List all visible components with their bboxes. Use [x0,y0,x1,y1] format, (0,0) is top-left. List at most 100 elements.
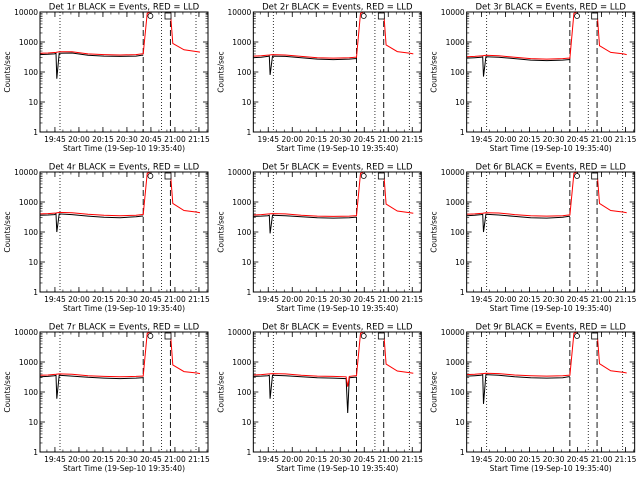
panel-data [253,332,414,414]
y-tick-label: 10 [242,98,252,107]
panel-data [253,172,414,234]
x-tick-label: 21:00 [164,295,186,304]
saturation-symbol-square [164,172,172,180]
x-tick-label: 20:00 [281,135,303,144]
x-tick-label: 20:00 [68,295,90,304]
saturation-symbol-square [591,12,599,20]
y-axis-label: Counts/sec [3,51,12,92]
x-tick-label: 20:30 [329,135,351,144]
x-tick-label: 21:00 [591,455,613,464]
y-tick-label: 100 [450,68,465,77]
x-tick-label: 20:45 [567,455,589,464]
x-tick-label: 20:15 [305,295,327,304]
chart-panel-6: Det 6r BLACK = Events, RED = LLD 1 10 100 10… [430,163,637,314]
y-tick-label: 10 [28,98,38,107]
x-tick-label: 21:15 [615,455,637,464]
saturation-symbol-circle [147,173,154,179]
x-tick-label: 21:00 [377,295,399,304]
x-tick-label: 20:45 [140,455,162,464]
saturation-symbol-square [591,172,599,180]
y-tick-label: 1 [247,288,252,297]
x-tick-label: 19:45 [44,295,66,304]
x-tick-label: 20:00 [495,455,517,464]
y-tick-label: 1000 [232,38,251,47]
y-tick-label: 1000 [232,358,251,367]
y-tick-label: 10000 [14,328,38,337]
saturation-symbol-square [164,12,172,20]
panel-title: Det 5r BLACK = Events, RED = LLD [262,163,413,173]
x-tick-label: 20:45 [353,135,375,144]
panel-title: Det 3r BLACK = Events, RED = LLD [475,3,626,13]
plot-frame [252,331,422,453]
chart-panel-8: Det 8r BLACK = Events, RED = LLD 1 10 100 10… [216,323,423,474]
x-tick-label: 20:15 [92,135,114,144]
saturation-symbol-square [377,12,385,20]
x-tick-label: 19:45 [44,455,66,464]
saturation-symbol-circle [360,333,367,339]
y-tick-label: 10 [242,418,252,427]
y-axis-label: Counts/sec [3,371,12,412]
y-tick-label: 1 [460,288,465,297]
x-tick-label: 19:45 [471,295,493,304]
y-tick-label: 10000 [441,328,465,337]
chart-panel-1: Det 1r BLACK = Events, RED = LLD 1 10 100 10… [3,3,210,154]
y-axis-label: Counts/sec [430,211,439,252]
x-axis-label: Start Time (19-Sep-10 19:35:40) [276,464,398,473]
plot-frame [39,11,209,133]
y-tick-label: 1 [247,128,252,137]
x-tick-label: 20:15 [519,455,541,464]
y-tick-label: 10 [242,258,252,267]
events-series-line [466,373,570,404]
y-tick-label: 1000 [232,198,251,207]
lld-series-line [466,172,627,217]
plot-frame [252,171,422,293]
x-axis-label: Start Time (19-Sep-10 19:35:40) [63,304,185,313]
panel-title: Det 6r BLACK = Events, RED = LLD [475,163,626,173]
y-tick-label: 10 [455,98,465,107]
events-series-line [466,213,570,233]
saturation-symbol-circle [574,13,580,19]
y-tick-label: 100 [237,68,252,77]
x-tick-label: 21:15 [188,455,210,464]
y-tick-label: 100 [24,68,39,77]
x-tick-label: 20:30 [116,455,138,464]
y-tick-label: 10000 [227,328,251,337]
y-axis-label: Counts/sec [216,51,225,92]
x-tick-label: 19:45 [257,295,279,304]
x-tick-label: 21:15 [188,295,210,304]
chart-panel-7: Det 7r BLACK = Events, RED = LLD 1 10 100 10… [3,323,210,474]
x-tick-label: 20:30 [329,295,351,304]
x-tick-label: 20:45 [353,295,375,304]
panel-data [466,12,627,77]
x-tick-label: 20:00 [68,455,90,464]
y-tick-label: 100 [450,388,465,397]
y-axis-label: Counts/sec [3,211,12,252]
x-tick-label: 20:30 [543,135,565,144]
x-axis-label: Start Time (19-Sep-10 19:35:40) [490,304,612,313]
panel-title: Det 2r BLACK = Events, RED = LLD [262,3,413,13]
x-tick-label: 20:45 [567,135,589,144]
y-axis-label: Counts/sec [216,211,225,252]
x-tick-label: 20:00 [495,295,517,304]
events-series-line [40,213,144,233]
x-tick-label: 20:45 [140,135,162,144]
lld-series-line [466,332,627,377]
panel-title: Det 4r BLACK = Events, RED = LLD [49,163,200,173]
x-tick-label: 21:00 [164,135,186,144]
x-tick-label: 20:00 [281,455,303,464]
x-axis-label: Start Time (19-Sep-10 19:35:40) [276,304,398,313]
saturation-symbol-square [377,332,385,340]
panel-data [253,12,414,75]
events-series-line [466,56,570,77]
y-tick-label: 1 [33,128,38,137]
panel-title: Det 9r BLACK = Events, RED = LLD [475,323,626,333]
panel-title: Det 7r BLACK = Events, RED = LLD [49,323,200,333]
y-tick-label: 10000 [14,168,38,177]
y-tick-label: 100 [450,228,465,237]
y-tick-label: 1000 [446,358,465,367]
x-tick-label: 20:00 [281,295,303,304]
x-tick-label: 20:45 [567,295,589,304]
x-tick-label: 21:00 [591,135,613,144]
x-tick-label: 20:15 [92,455,114,464]
